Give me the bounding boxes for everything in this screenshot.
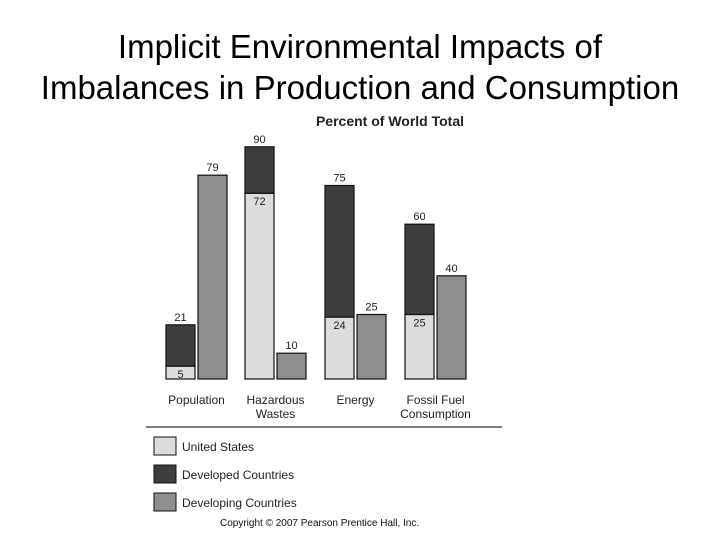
- legend-swatch: [153, 436, 177, 456]
- bar-segment: [165, 324, 196, 367]
- category-label: Fossil Fuel: [406, 393, 464, 407]
- legend-swatch: [153, 464, 177, 484]
- bar-segment: [404, 313, 435, 380]
- data-label: 25: [365, 302, 377, 314]
- data-label: 75: [333, 173, 345, 185]
- slide-title-line-2: Imbalances in Production and Consumption: [40, 69, 680, 106]
- slide-title-line-1: Implicit Environmental Impacts of: [117, 28, 603, 65]
- bar-segment: [244, 146, 275, 194]
- bar-segment: [324, 184, 355, 318]
- legend-label: United States: [182, 440, 254, 454]
- bar-segment: [276, 352, 307, 380]
- legend-swatch: [153, 492, 177, 512]
- category-label: Energy: [336, 393, 374, 407]
- data-label: 25: [413, 318, 425, 330]
- chart-title: Percent of World Total: [316, 113, 464, 129]
- bar-segment: [244, 192, 275, 380]
- slide-title: Implicit Environmental Impacts of Imbala…: [0, 26, 720, 108]
- data-label: 21: [174, 312, 186, 324]
- data-label: 90: [253, 134, 265, 146]
- data-label: 79: [206, 162, 218, 174]
- data-label: 10: [285, 340, 297, 352]
- data-label: 60: [413, 211, 425, 223]
- category-label: Hazardous: [246, 393, 304, 407]
- data-label: 5: [177, 369, 183, 381]
- category-label: Consumption: [400, 407, 471, 421]
- category-label: Population: [168, 393, 225, 407]
- data-label: 40: [445, 263, 457, 275]
- bar-segment: [356, 313, 387, 380]
- legend-label: Developed Countries: [182, 468, 294, 482]
- bar-segment: [197, 174, 228, 380]
- legend-label: Developing Countries: [182, 496, 297, 510]
- bar-segment: [436, 275, 467, 380]
- category-label: Wastes: [256, 407, 296, 421]
- data-label: 72: [253, 196, 265, 208]
- copyright-notice: Copyright © 2007 Pearson Prentice Hall, …: [220, 518, 420, 529]
- bar-segment: [404, 223, 435, 316]
- data-label: 24: [333, 320, 345, 332]
